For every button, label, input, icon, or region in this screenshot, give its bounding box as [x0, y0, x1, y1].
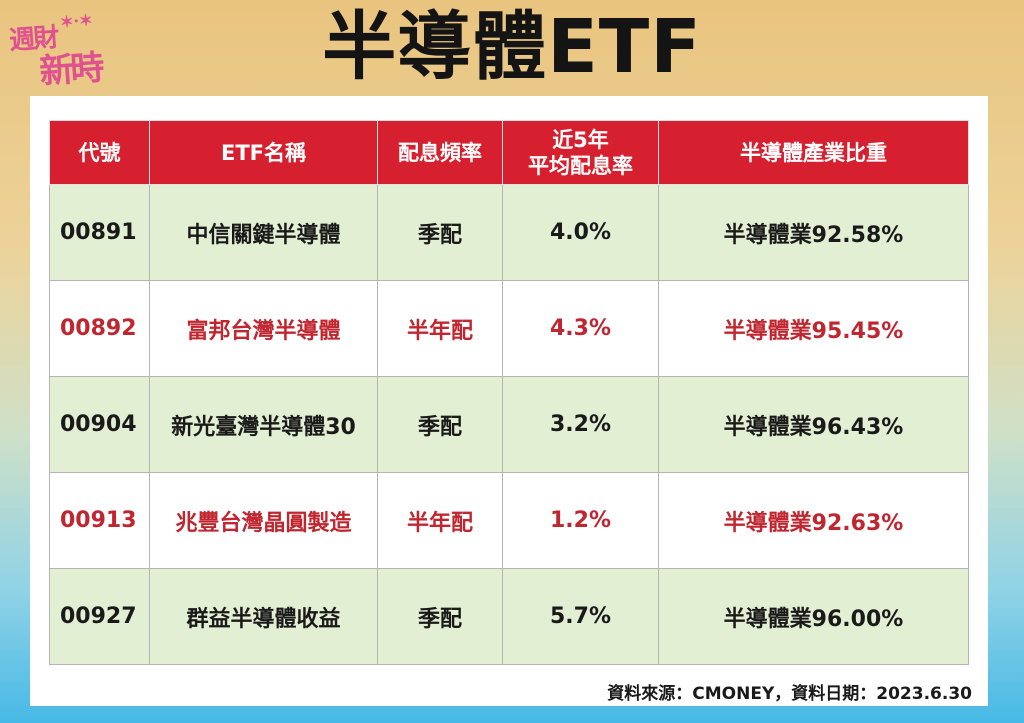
- cell-weight: 半導體業96.43%: [658, 376, 969, 473]
- cell-frequency: 季配: [377, 376, 503, 473]
- header-yield: 近5年 平均配息率: [502, 120, 659, 185]
- cell-code: 00904: [49, 376, 150, 473]
- cell-frequency: 半年配: [377, 472, 503, 569]
- cell-frequency: 半年配: [377, 280, 503, 377]
- table-row: 00927 群益半導體收益 季配 5.7% 半導體業96.00%: [49, 568, 969, 665]
- cell-weight: 半導體業95.45%: [658, 280, 969, 377]
- header-name: ETF名稱: [149, 120, 378, 185]
- cell-code: 00927: [49, 568, 150, 665]
- cell-yield: 5.7%: [502, 568, 659, 665]
- cell-yield: 4.0%: [502, 184, 659, 281]
- cell-name: 新光臺灣半導體30: [149, 376, 378, 473]
- source-note: 資料來源：CMONEY，資料日期：2023.6.30: [607, 684, 972, 704]
- cell-code: 00891: [49, 184, 150, 281]
- cell-frequency: 季配: [377, 184, 503, 281]
- cell-name: 群益半導體收益: [149, 568, 378, 665]
- header-weight: 半導體產業比重: [658, 120, 969, 185]
- etf-table: 代號 ETF名稱 配息頻率 近5年 平均配息率 半導體產業比重 00891 中信…: [49, 120, 969, 665]
- cell-yield: 1.2%: [502, 472, 659, 569]
- cell-weight: 半導體業92.58%: [658, 184, 969, 281]
- cell-frequency: 季配: [377, 568, 503, 665]
- cell-name: 富邦台灣半導體: [149, 280, 378, 377]
- cell-yield: 3.2%: [502, 376, 659, 473]
- table-card: 代號 ETF名稱 配息頻率 近5年 平均配息率 半導體產業比重 00891 中信…: [30, 96, 988, 706]
- table-row: 00913 兆豐台灣晶圓製造 半年配 1.2% 半導體業92.63%: [49, 472, 969, 569]
- header-code: 代號: [49, 120, 150, 185]
- cell-weight: 半導體業96.00%: [658, 568, 969, 665]
- cell-yield: 4.3%: [502, 280, 659, 377]
- cell-name: 兆豐台灣晶圓製造: [149, 472, 378, 569]
- header-yield-line-2: 平均配息率: [528, 153, 633, 178]
- cell-code: 00892: [49, 280, 150, 377]
- cell-code: 00913: [49, 472, 150, 569]
- header-yield-line-1: 近5年: [552, 127, 609, 152]
- table-row: 00891 中信關鍵半導體 季配 4.0% 半導體業92.58%: [49, 184, 969, 281]
- table-row: 00892 富邦台灣半導體 半年配 4.3% 半導體業95.45%: [49, 280, 969, 377]
- cell-name: 中信關鍵半導體: [149, 184, 378, 281]
- page-title: 半導體ETF: [322, 4, 702, 90]
- header-frequency: 配息頻率: [377, 120, 503, 185]
- table-header-row: 代號 ETF名稱 配息頻率 近5年 平均配息率 半導體產業比重: [49, 120, 969, 185]
- cell-weight: 半導體業92.63%: [658, 472, 969, 569]
- table-row: 00904 新光臺灣半導體30 季配 3.2% 半導體業96.43%: [49, 376, 969, 473]
